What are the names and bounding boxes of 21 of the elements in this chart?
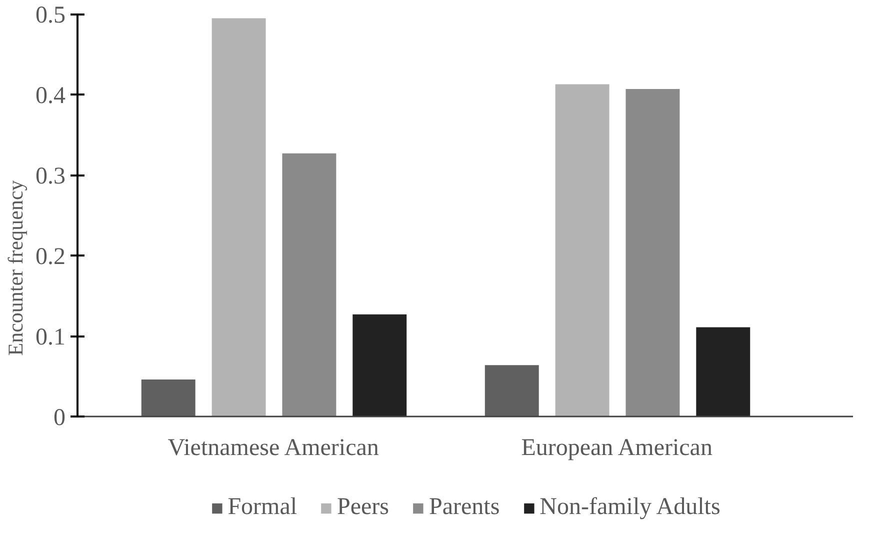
legend-label: Non-family Adults [540,494,720,521]
bar [554,83,610,418]
y-tick-label: 0.1 [36,324,66,350]
bar [140,378,196,418]
bar [352,313,408,418]
y-tick-label: 0.2 [36,244,66,270]
bar [484,364,540,418]
y-tick-label: 0.5 [36,2,66,29]
x-tick-label: Vietnamese American [168,434,379,461]
legend-label: Formal [228,494,298,521]
legend-label: Parents [429,494,500,521]
y-tick-label: 0.3 [36,163,66,190]
bar [624,88,681,418]
bar [210,17,267,418]
y-tick-label: 0 [54,404,66,431]
legend-label: Peers [337,494,389,521]
y-tick-label: 0.4 [36,82,66,109]
bar [281,152,338,418]
bar [695,326,752,418]
y-axis-title: Encounter frequency [4,180,28,356]
x-tick-label: European American [521,434,712,461]
